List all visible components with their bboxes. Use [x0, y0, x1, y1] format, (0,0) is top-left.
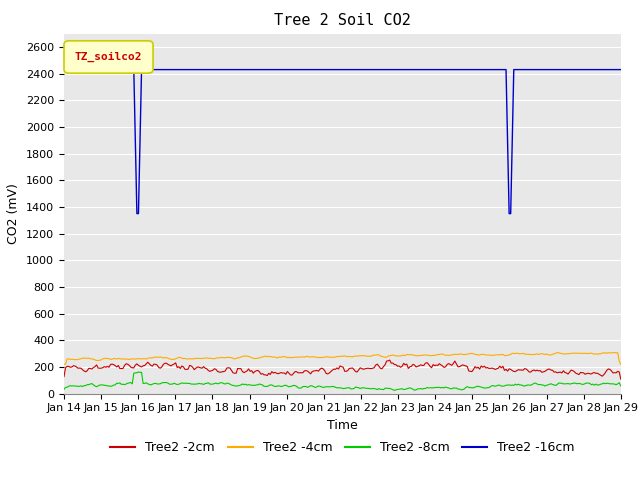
Tree2 -8cm [255, 381, 263, 387]
Tree2 -4cm [617, 361, 625, 367]
Tree2 -4cm [129, 356, 136, 362]
Tree2 -4cm [611, 349, 618, 355]
Title: Tree 2 Soil CO2: Tree 2 Soil CO2 [274, 13, 411, 28]
Tree2 -8cm [129, 381, 136, 387]
Tree2 -2cm [60, 374, 68, 380]
Line: Tree2 -4cm: Tree2 -4cm [64, 352, 621, 364]
Tree2 -16cm [129, 67, 136, 72]
Legend: Tree2 -2cm, Tree2 -4cm, Tree2 -8cm, Tree2 -16cm: Tree2 -2cm, Tree2 -4cm, Tree2 -8cm, Tree… [106, 436, 579, 459]
Line: Tree2 -8cm: Tree2 -8cm [64, 372, 621, 390]
Tree2 -4cm [226, 355, 234, 360]
Tree2 -2cm [244, 366, 252, 372]
Tree2 -2cm [303, 368, 311, 374]
Tree2 -16cm [617, 67, 625, 72]
Tree2 -4cm [586, 350, 594, 356]
Tree2 -16cm [133, 211, 141, 216]
Tree2 -8cm [134, 369, 142, 375]
Tree2 -8cm [228, 382, 236, 388]
Tree2 -4cm [244, 354, 252, 360]
Y-axis label: CO2 (mV): CO2 (mV) [8, 183, 20, 244]
FancyBboxPatch shape [64, 41, 153, 73]
Tree2 -16cm [246, 67, 254, 72]
Line: Tree2 -16cm: Tree2 -16cm [64, 70, 621, 214]
Tree2 -8cm [390, 387, 398, 393]
Tree2 -8cm [246, 382, 254, 388]
Tree2 -2cm [129, 365, 136, 371]
Tree2 -8cm [305, 384, 313, 389]
Tree2 -16cm [305, 67, 313, 72]
Tree2 -4cm [254, 355, 262, 361]
Tree2 -8cm [60, 386, 68, 392]
Tree2 -8cm [589, 381, 596, 387]
Tree2 -4cm [60, 361, 68, 367]
Tree2 -4cm [303, 353, 311, 359]
Tree2 -16cm [228, 67, 236, 72]
X-axis label: Time: Time [327, 419, 358, 432]
Tree2 -16cm [588, 67, 595, 72]
Tree2 -16cm [255, 67, 263, 72]
Tree2 -2cm [254, 368, 262, 373]
Line: Tree2 -2cm: Tree2 -2cm [64, 360, 621, 379]
Tree2 -2cm [386, 357, 394, 363]
Tree2 -16cm [60, 67, 68, 72]
Tree2 -2cm [226, 365, 234, 371]
Tree2 -8cm [617, 383, 625, 389]
Tree2 -2cm [617, 376, 625, 382]
Text: TZ_soilco2: TZ_soilco2 [75, 52, 142, 62]
Tree2 -2cm [588, 371, 595, 377]
